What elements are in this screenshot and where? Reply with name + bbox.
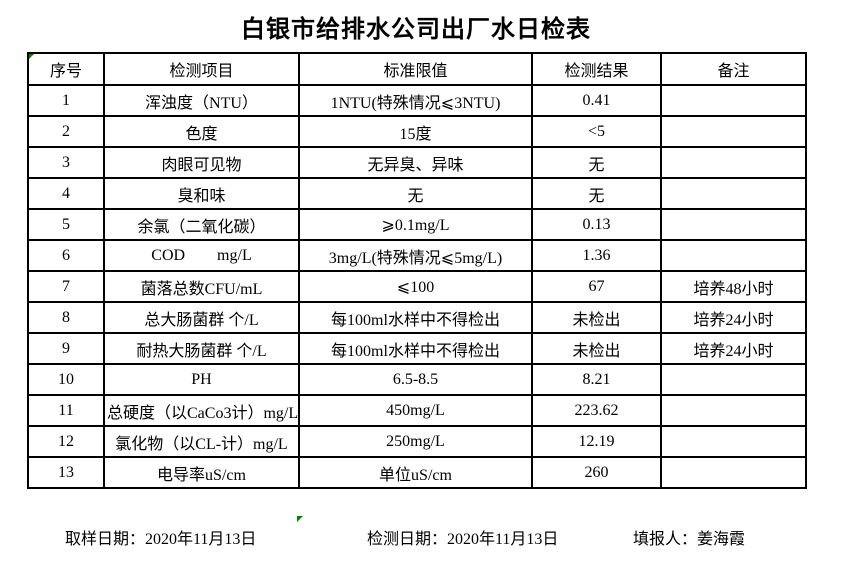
cell-remark: [660, 456, 807, 489]
cell-no: 2: [27, 115, 105, 148]
test-date-label: 检测日期：2020年11月13日: [367, 531, 559, 548]
cell-limit: 每100ml水样中不得检出: [298, 301, 533, 334]
header-limit: 标准限值: [298, 52, 533, 86]
cell-no: 11: [27, 394, 105, 427]
header-remark: 备注: [660, 52, 807, 86]
cell-item: PH: [103, 363, 300, 396]
cell-item: 余氯（二氧化碳）: [103, 208, 300, 241]
cell-result: 无: [531, 146, 662, 179]
cell-result: 1.36: [531, 239, 662, 272]
cell-limit: 15度: [298, 115, 533, 148]
cell-limit: 250mg/L: [298, 425, 533, 458]
cell-no: 3: [27, 146, 105, 179]
cell-limit: 1NTU(特殊情况⩽3NTU): [298, 84, 533, 117]
header-no: 序号: [27, 52, 105, 86]
table-row: 9 耐热大肠菌群 个/L 每100ml水样中不得检出 未检出 培养24小时: [27, 332, 807, 365]
cell-result: 12.19: [531, 425, 662, 458]
table-row: 4 臭和味 无 无: [27, 177, 807, 210]
cell-item: 浑浊度（NTU）: [103, 84, 300, 117]
cell-remark: 培养24小时: [660, 301, 807, 334]
cell-limit: 450mg/L: [298, 394, 533, 427]
cell-result: 未检出: [531, 301, 662, 334]
cell-result: <5: [531, 115, 662, 148]
cell-result: 260: [531, 456, 662, 489]
cell-remark: [660, 425, 807, 458]
cell-limit: ⩽100: [298, 270, 533, 303]
table-row: 13 电导率uS/cm 单位uS/cm 260: [27, 456, 807, 489]
cell-item: 电导率uS/cm: [103, 456, 300, 489]
cell-limit: 每100ml水样中不得检出: [298, 332, 533, 365]
cell-result: 未检出: [531, 332, 662, 365]
cell-remark: 培养24小时: [660, 332, 807, 365]
table-row: 7 菌落总数CFU/mL ⩽100 67 培养48小时: [27, 270, 807, 303]
table-row: 1 浑浊度（NTU） 1NTU(特殊情况⩽3NTU) 0.41: [27, 84, 807, 117]
cell-item: COD mg/L: [103, 239, 300, 272]
cell-remark: [660, 177, 807, 210]
table-row: 10 PH 6.5-8.5 8.21: [27, 363, 807, 396]
cell-no: 1: [27, 84, 105, 117]
table-row: 3 肉眼可见物 无异臭、异味 无: [27, 146, 807, 179]
cell-result: 0.13: [531, 208, 662, 241]
cell-limit: 3mg/L(特殊情况⩽5mg/L): [298, 239, 533, 272]
cell-remark: [660, 239, 807, 272]
table-row: 11 总硬度（以CaCo3计）mg/L 450mg/L 223.62: [27, 394, 807, 427]
cell-result: 无: [531, 177, 662, 210]
header-item: 检测项目: [103, 52, 300, 86]
cell-limit: 无: [298, 177, 533, 210]
cell-item: 总硬度（以CaCo3计）mg/L: [103, 394, 300, 427]
cell-result: 223.62: [531, 394, 662, 427]
cell-no: 12: [27, 425, 105, 458]
cell-result: 8.21: [531, 363, 662, 396]
cell-limit: 6.5-8.5: [298, 363, 533, 396]
cell-remark: [660, 208, 807, 241]
cell-no: 10: [27, 363, 105, 396]
cell-item: 肉眼可见物: [103, 146, 300, 179]
cell-no: 7: [27, 270, 105, 303]
cell-limit: ⩾0.1mg/L: [298, 208, 533, 241]
table-row: 6 COD mg/L 3mg/L(特殊情况⩽5mg/L) 1.36: [27, 239, 807, 272]
inspection-table: 序号 检测项目 标准限值 检测结果 备注 1 浑浊度（NTU） 1NTU(特殊情…: [27, 52, 807, 489]
cell-no: 9: [27, 332, 105, 365]
cell-limit: 单位uS/cm: [298, 456, 533, 489]
table-row: 5 余氯（二氧化碳） ⩾0.1mg/L 0.13: [27, 208, 807, 241]
cell-no: 8: [27, 301, 105, 334]
header-result: 检测结果: [531, 52, 662, 86]
cell-item: 总大肠菌群 个/L: [103, 301, 300, 334]
page-title: 白银市给排水公司出厂水日检表: [241, 17, 591, 43]
cell-item: 氯化物（以CL-计）mg/L: [103, 425, 300, 458]
table-row: 2 色度 15度 <5: [27, 115, 807, 148]
cell-remark: [660, 84, 807, 117]
table-row: 12 氯化物（以CL-计）mg/L 250mg/L 12.19: [27, 425, 807, 458]
cell-no: 5: [27, 208, 105, 241]
cell-no: 13: [27, 456, 105, 489]
cell-no: 6: [27, 239, 105, 272]
sampling-date-label: 取样日期：2020年11月13日: [65, 531, 257, 548]
cell-item: 菌落总数CFU/mL: [103, 270, 300, 303]
cell-item: 耐热大肠菌群 个/L: [103, 332, 300, 365]
table-row: 8 总大肠菌群 个/L 每100ml水样中不得检出 未检出 培养24小时: [27, 301, 807, 334]
cell-remark: [660, 146, 807, 179]
cell-remark: 培养48小时: [660, 270, 807, 303]
cell-limit: 无异臭、异味: [298, 146, 533, 179]
cell-remark: [660, 115, 807, 148]
cell-no: 4: [27, 177, 105, 210]
cell-item: 臭和味: [103, 177, 300, 210]
cell-item: 色度: [103, 115, 300, 148]
reporter-label: 填报人：姜海霞: [633, 531, 746, 548]
header-row: 序号 检测项目 标准限值 检测结果 备注: [27, 52, 807, 86]
cell-result: 67: [531, 270, 662, 303]
cell-remark: [660, 394, 807, 427]
cell-marker-icon: [297, 516, 303, 522]
cell-result: 0.41: [531, 84, 662, 117]
cell-remark: [660, 363, 807, 396]
